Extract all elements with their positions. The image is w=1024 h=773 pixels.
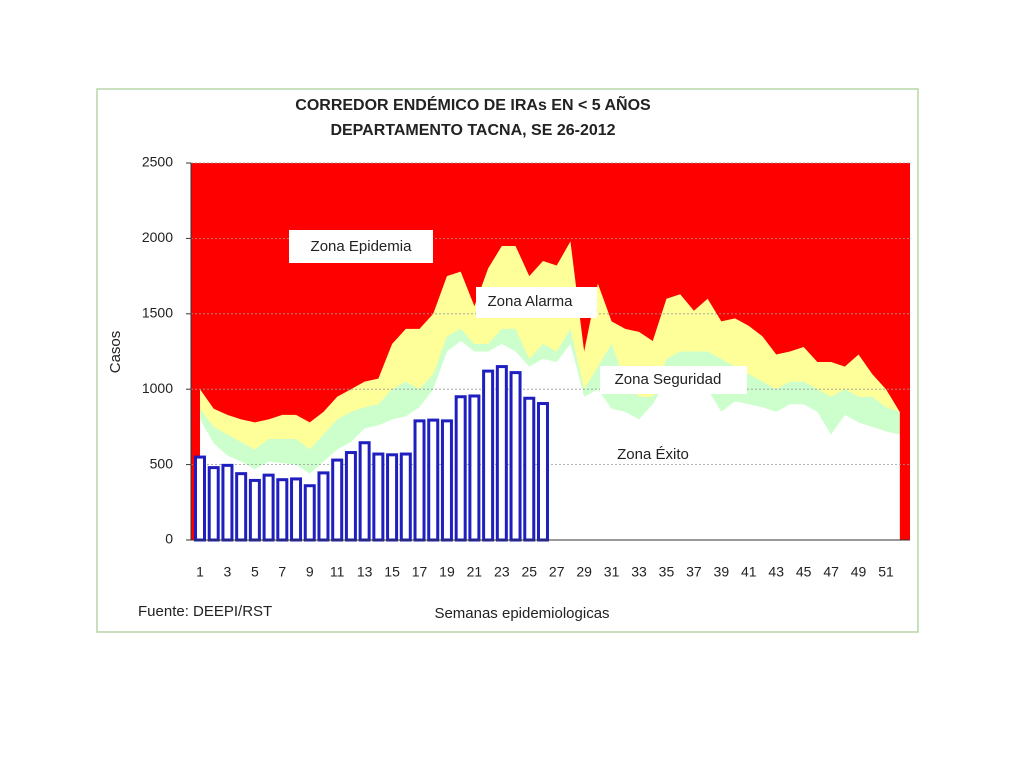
bar	[331, 458, 344, 542]
x-tick-label: 15	[384, 564, 400, 580]
bar	[399, 452, 412, 542]
bar	[440, 419, 453, 542]
x-tick-label: 33	[631, 564, 647, 580]
x-tick-label: 29	[576, 564, 592, 580]
x-tick-label: 35	[659, 564, 675, 580]
x-tick-label: 25	[521, 564, 537, 580]
bar	[427, 418, 440, 542]
x-tick-label: 23	[494, 564, 510, 580]
x-tick-label: 7	[278, 564, 286, 580]
bar	[276, 478, 289, 542]
bar	[536, 402, 549, 542]
x-tick-label: 27	[549, 564, 565, 580]
bar	[344, 451, 357, 542]
bar	[207, 466, 220, 542]
bar	[372, 452, 385, 542]
bar	[509, 371, 522, 542]
zone-label: Zona Éxito	[617, 446, 689, 463]
chart-title: DEPARTAMENTO TACNA, SE 26-2012	[330, 122, 615, 139]
zone-label: Zona Epidemia	[311, 238, 413, 255]
y-tick-label: 1500	[142, 305, 173, 321]
bar	[317, 471, 330, 542]
bar	[221, 463, 234, 542]
bar	[468, 394, 481, 542]
x-tick-label: 19	[439, 564, 455, 580]
bar	[248, 478, 261, 542]
x-tick-label: 45	[796, 564, 812, 580]
bar	[413, 419, 426, 542]
bar	[523, 396, 536, 542]
y-tick-label: 2000	[142, 229, 173, 245]
x-tick-label: 47	[823, 564, 839, 580]
y-tick-label: 1000	[142, 380, 173, 396]
bar	[235, 472, 248, 542]
source-note: Fuente: DEEPI/RST	[138, 603, 272, 620]
x-tick-label: 37	[686, 564, 702, 580]
bar	[290, 477, 303, 542]
zone-label: Zona Alarma	[487, 293, 573, 310]
x-tick-label: 49	[851, 564, 867, 580]
bar	[194, 455, 206, 542]
x-tick-label: 17	[412, 564, 428, 580]
x-tick-label: 1	[196, 564, 204, 580]
bar	[454, 395, 467, 542]
x-tick-label: 11	[330, 564, 345, 580]
bar	[303, 484, 316, 542]
x-axis-label: Semanas epidemiologicas	[434, 605, 609, 622]
y-tick-label: 500	[150, 455, 174, 471]
y-tick-label: 2500	[142, 154, 173, 170]
y-tick-label: 0	[165, 531, 173, 547]
chart-title: CORREDOR ENDÉMICO DE IRAs EN < 5 AÑOS	[295, 94, 651, 114]
zone-label-box	[289, 230, 433, 263]
x-tick-label: 39	[714, 564, 730, 580]
zone-label-box	[476, 287, 597, 318]
x-tick-label: 21	[467, 564, 483, 580]
x-tick-label: 43	[768, 564, 784, 580]
x-tick-label: 51	[878, 564, 894, 580]
x-tick-label: 41	[741, 564, 757, 580]
x-tick-label: 31	[604, 564, 620, 580]
x-tick-label: 5	[251, 564, 259, 580]
bar	[495, 365, 508, 542]
x-tick-label: 9	[306, 564, 314, 580]
bar	[358, 441, 371, 542]
bar	[386, 453, 399, 542]
x-tick-label: 3	[224, 564, 232, 580]
bar	[482, 369, 495, 542]
x-tick-label: 13	[357, 564, 373, 580]
zone-label-box	[600, 366, 747, 394]
bar	[262, 473, 275, 542]
zone-label: Zona Seguridad	[615, 371, 722, 388]
y-axis-label: Casos	[107, 331, 124, 374]
